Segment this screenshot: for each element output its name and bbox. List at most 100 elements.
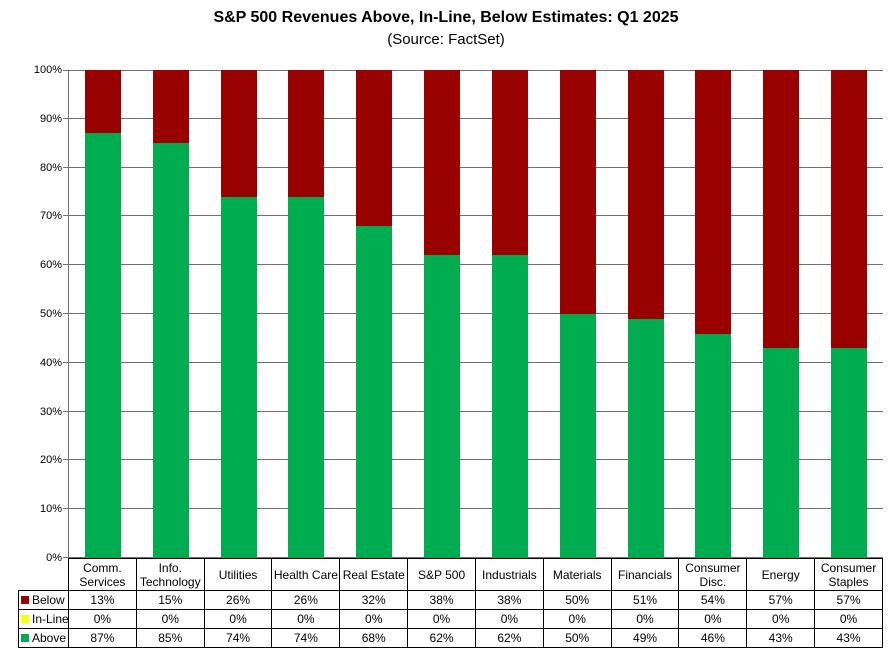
table-cell: 50%: [542, 628, 612, 648]
category-header: Comm. Services: [68, 558, 137, 591]
axis-tick: [63, 508, 68, 510]
table-cell: 62%: [407, 628, 476, 648]
bar-s-p-500: [408, 70, 476, 558]
y-axis-label: 90%: [39, 112, 62, 125]
bar-energy: [747, 70, 815, 558]
axis-tick: [63, 459, 68, 461]
table-cell: 15%: [135, 590, 205, 610]
table-cell: 0%: [339, 609, 409, 629]
table-corner-cell: [19, 559, 69, 591]
table-cell: 38%: [474, 590, 544, 610]
axis-tick: [63, 313, 68, 314]
axis-tick: [63, 557, 68, 558]
bar-segment-below: [288, 70, 325, 197]
table-cell: 0%: [678, 609, 748, 629]
bar-segment-below: [763, 70, 800, 349]
bar-info-technology: [137, 70, 205, 558]
bar-segment-above: [831, 348, 868, 558]
table-row-below: Below 13% 15% 26% 26% 32% 38% 38% 50% 51% 54% 57% 57…: [18, 590, 883, 610]
bar-comm-services: [69, 70, 137, 558]
bar-segment-below: [491, 70, 528, 256]
table-cell: 0%: [407, 609, 476, 629]
category-header: Materials: [542, 558, 612, 591]
bar-industrials: [476, 70, 544, 558]
legend-marker-in-line: [21, 614, 29, 623]
bar-consumer-disc: [680, 70, 748, 558]
table-cell: 0%: [746, 609, 816, 629]
bar-consumer-staples: [815, 70, 883, 558]
gridline: [69, 313, 883, 314]
table-cell: 85%: [135, 628, 205, 648]
gridline: [69, 557, 883, 558]
bar-segment-above: [152, 143, 189, 558]
table-cell: 0%: [203, 609, 273, 629]
bar-segment-above: [695, 333, 732, 558]
bar-segment-above: [424, 255, 461, 558]
table-cell: 26%: [271, 590, 341, 610]
legend-cell: In-Line: [18, 609, 69, 629]
y-axis-label: 0%: [46, 552, 62, 564]
y-axis-label: 70%: [39, 210, 62, 223]
y-axis-label: 40%: [39, 356, 62, 369]
bar-segment-below: [695, 70, 732, 334]
y-axis-label: 100%: [33, 64, 62, 76]
legend-label: In-Line: [32, 612, 69, 626]
bar-segment-below: [84, 70, 121, 134]
bar-segment-above: [84, 133, 121, 558]
axis-tick: [63, 410, 68, 412]
category-header: Financials: [610, 558, 680, 591]
bar-utilities: [205, 70, 273, 558]
gridline: [69, 215, 883, 217]
table-cell: 74%: [203, 628, 273, 648]
table-cell: 57%: [814, 590, 883, 610]
table-cell: 62%: [474, 628, 544, 648]
table-cell: 57%: [746, 590, 816, 610]
table-cell: 49%: [610, 628, 680, 648]
axis-tick: [63, 215, 68, 217]
bar-financials: [612, 70, 680, 558]
bar-real-estate: [340, 70, 408, 558]
legend-cell: Above: [18, 628, 69, 648]
y-axis-label: 20%: [39, 454, 62, 467]
bar-segment-below: [831, 70, 868, 349]
axis-tick: [63, 166, 68, 168]
table-cell: 0%: [610, 609, 680, 629]
gridline: [69, 166, 883, 168]
table-cell: 32%: [339, 590, 409, 610]
category-header: Consumer Staples: [814, 558, 883, 591]
category-header: Info. Technology: [135, 558, 205, 591]
table-row-in-line: In-Line 0% 0% 0% 0% 0% 0% 0% 0% 0% 0% 0% 0%: [18, 609, 883, 629]
category-header: Industrials: [474, 558, 544, 591]
table-cell: 0%: [814, 609, 883, 629]
category-header: Consumer Disc.: [678, 558, 748, 591]
bar-segment-above: [220, 196, 257, 558]
bar-segment-above: [763, 348, 800, 558]
bar-segment-below: [424, 70, 461, 256]
table-cell: 46%: [678, 628, 748, 648]
gridline: [69, 117, 883, 119]
legend-marker-below: [21, 595, 29, 604]
bar-segment-below: [559, 70, 596, 314]
y-axis-label: 80%: [39, 161, 62, 174]
y-axis-label: 30%: [39, 405, 62, 418]
axis-tick: [63, 264, 68, 266]
bar-health-care: [273, 70, 341, 558]
category-header: S&P 500: [407, 558, 476, 591]
table-cell: 0%: [68, 609, 137, 629]
table-cell: 0%: [271, 609, 341, 629]
bar-segment-below: [356, 70, 393, 227]
plot-area: [63, 70, 883, 558]
table-header-row: Comm. Services Info. Technology Utilities H…: [19, 558, 883, 591]
table-cell: 68%: [339, 628, 409, 648]
gridline: [69, 264, 883, 266]
axis-tick: [63, 70, 68, 71]
table-cell: 13%: [68, 590, 137, 610]
gridline: [69, 410, 883, 412]
gridline: [69, 361, 883, 363]
y-axis-label: 60%: [39, 259, 62, 272]
table-cell: 0%: [135, 609, 205, 629]
legend-label: Above: [32, 631, 67, 645]
bar-segment-above: [559, 314, 596, 558]
bar-segment-above: [491, 255, 528, 558]
chart-title: S&P 500 Revenues Above, In-Line, Below E…: [213, 9, 679, 26]
